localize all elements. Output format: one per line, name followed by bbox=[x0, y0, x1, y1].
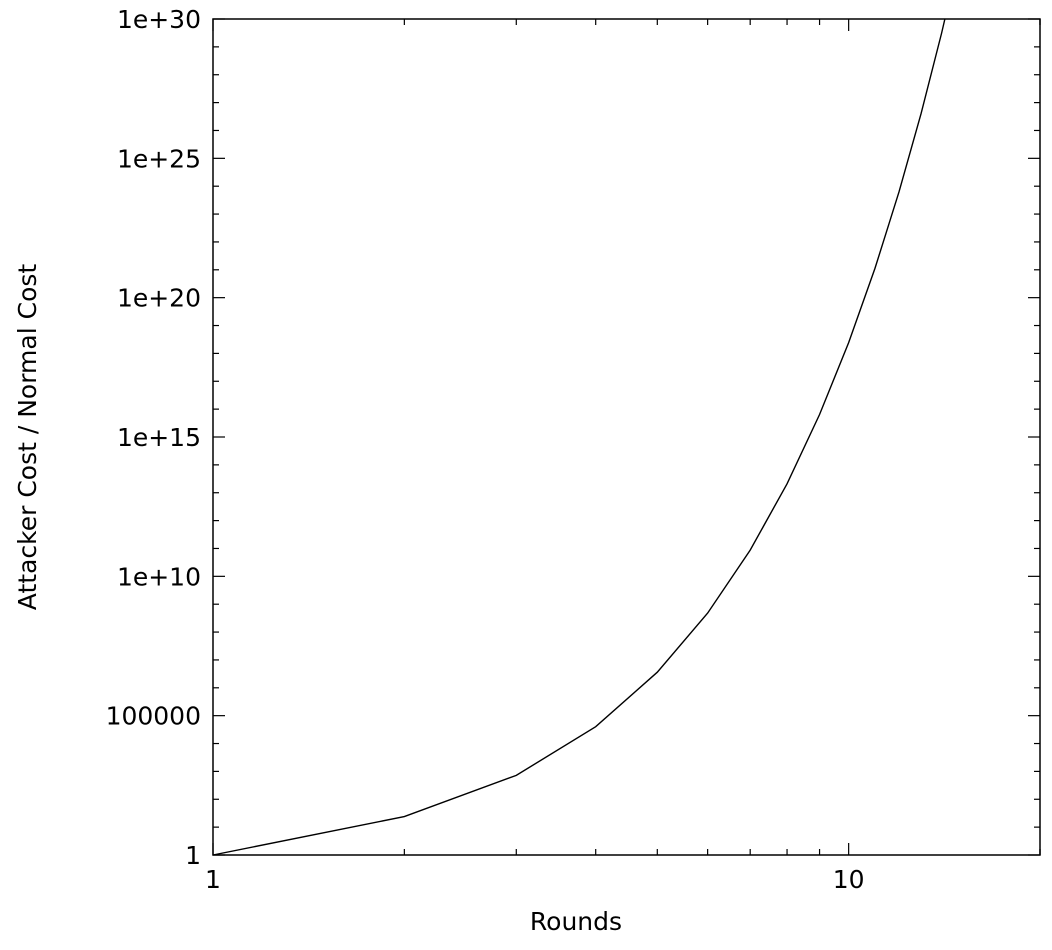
y-tick-label: 100000 bbox=[106, 702, 201, 731]
y-tick-label: 1e+15 bbox=[117, 423, 201, 452]
x-tick-label: 1 bbox=[205, 865, 221, 894]
y-tick-label: 1e+30 bbox=[117, 5, 201, 34]
plot-area bbox=[212, 18, 1041, 856]
y-axis-title: Attacker Cost / Normal Cost bbox=[13, 264, 42, 611]
x-tick-label: 10 bbox=[833, 865, 865, 894]
y-tick-label: 1 bbox=[185, 841, 201, 870]
x-axis-title: Rounds bbox=[530, 907, 622, 936]
ticks bbox=[212, 18, 1041, 856]
series-line bbox=[212, 18, 946, 856]
y-tick-label: 1e+20 bbox=[117, 284, 201, 313]
y-tick-label: 1e+10 bbox=[117, 562, 201, 591]
tick-labels: 1 10 1 100000 1e+10 1e+15 1e+20 1e+25 1e+30 bbox=[106, 5, 865, 894]
y-tick-label: 1e+25 bbox=[117, 144, 201, 173]
